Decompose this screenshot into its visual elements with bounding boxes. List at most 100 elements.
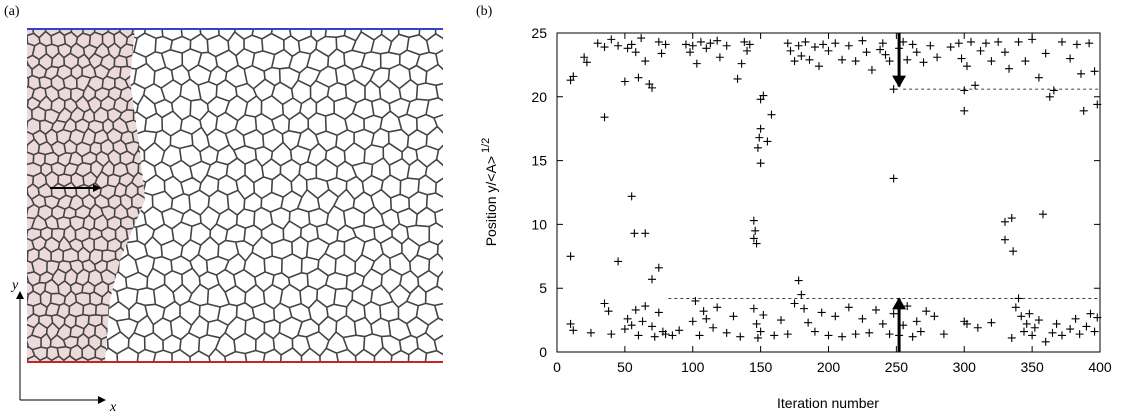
point <box>1028 35 1037 44</box>
x-axis-label: Iteration number <box>777 395 879 411</box>
point <box>1019 327 1028 336</box>
point <box>851 57 860 66</box>
point <box>844 41 853 50</box>
point <box>722 328 731 337</box>
x-tick-label: 200 <box>817 359 841 375</box>
point <box>1014 294 1023 303</box>
point <box>797 290 806 299</box>
point <box>627 192 636 201</box>
point <box>903 55 912 64</box>
point <box>805 55 814 64</box>
point <box>753 143 762 152</box>
point <box>582 58 591 67</box>
point <box>903 302 912 311</box>
point <box>770 331 779 340</box>
x-tick-label: 150 <box>749 359 773 375</box>
point <box>729 312 738 321</box>
point <box>756 159 765 168</box>
point <box>736 332 745 341</box>
point <box>706 39 715 48</box>
point <box>569 326 578 335</box>
point <box>1048 328 1057 337</box>
point <box>810 327 819 336</box>
x-tick-label: 250 <box>885 359 909 375</box>
x-tick-label: 100 <box>681 359 705 375</box>
point <box>740 37 749 46</box>
point <box>817 308 826 317</box>
point <box>794 41 803 50</box>
point <box>987 318 996 327</box>
point <box>715 53 724 62</box>
point <box>831 312 840 321</box>
point <box>908 40 917 49</box>
point <box>819 40 828 49</box>
point <box>566 319 575 328</box>
y-tick-label: 25 <box>531 25 547 41</box>
point <box>648 83 657 92</box>
point <box>867 66 876 75</box>
point <box>749 304 758 313</box>
point <box>614 257 623 266</box>
point <box>654 37 663 46</box>
point <box>804 318 813 327</box>
point <box>600 43 609 52</box>
point <box>623 44 632 53</box>
point <box>1057 37 1066 46</box>
y-axis-label-main: Position y/<A> <box>483 156 499 246</box>
point <box>749 234 758 243</box>
point <box>960 86 969 95</box>
point <box>1025 309 1034 318</box>
point <box>1075 330 1084 339</box>
point <box>657 49 666 58</box>
point <box>844 303 853 312</box>
point <box>686 48 695 57</box>
point <box>634 331 643 340</box>
point <box>630 229 639 238</box>
point <box>737 59 746 68</box>
plot: 0 50 100 150 200 250 300 350 400 0 5 10 15 20 25 <box>531 25 1111 375</box>
point <box>691 296 700 305</box>
point <box>641 57 650 66</box>
point <box>1007 214 1016 223</box>
point <box>696 37 705 46</box>
panel-label-b: (b) <box>476 4 493 19</box>
point <box>688 41 697 50</box>
point <box>1000 235 1009 244</box>
point <box>1072 40 1081 49</box>
x-tick-label: 50 <box>617 359 633 375</box>
point <box>743 46 752 55</box>
point <box>1045 92 1054 101</box>
point <box>1066 54 1075 63</box>
point <box>709 323 718 332</box>
point <box>987 57 996 66</box>
point <box>751 226 760 235</box>
point <box>607 330 616 339</box>
point <box>790 299 799 308</box>
point <box>801 37 810 46</box>
point <box>634 73 643 82</box>
point <box>586 328 595 337</box>
point <box>912 317 921 326</box>
point <box>1082 322 1091 331</box>
point <box>783 330 792 339</box>
y-axis-label: Position y/<A> 1/2 <box>480 138 499 247</box>
point <box>702 314 711 323</box>
point <box>878 319 887 328</box>
point <box>654 263 663 272</box>
point <box>1030 323 1039 332</box>
point <box>1014 37 1023 46</box>
x-tick-label: 0 <box>553 359 561 375</box>
point <box>593 39 602 48</box>
point <box>797 51 806 60</box>
point <box>759 310 768 319</box>
point <box>946 43 955 52</box>
point <box>756 124 765 133</box>
point <box>1090 327 1099 336</box>
point <box>1009 247 1018 256</box>
point <box>814 62 823 71</box>
point <box>1034 316 1043 325</box>
point <box>688 317 697 326</box>
point <box>566 252 575 261</box>
point <box>650 332 659 341</box>
point <box>1052 319 1061 328</box>
